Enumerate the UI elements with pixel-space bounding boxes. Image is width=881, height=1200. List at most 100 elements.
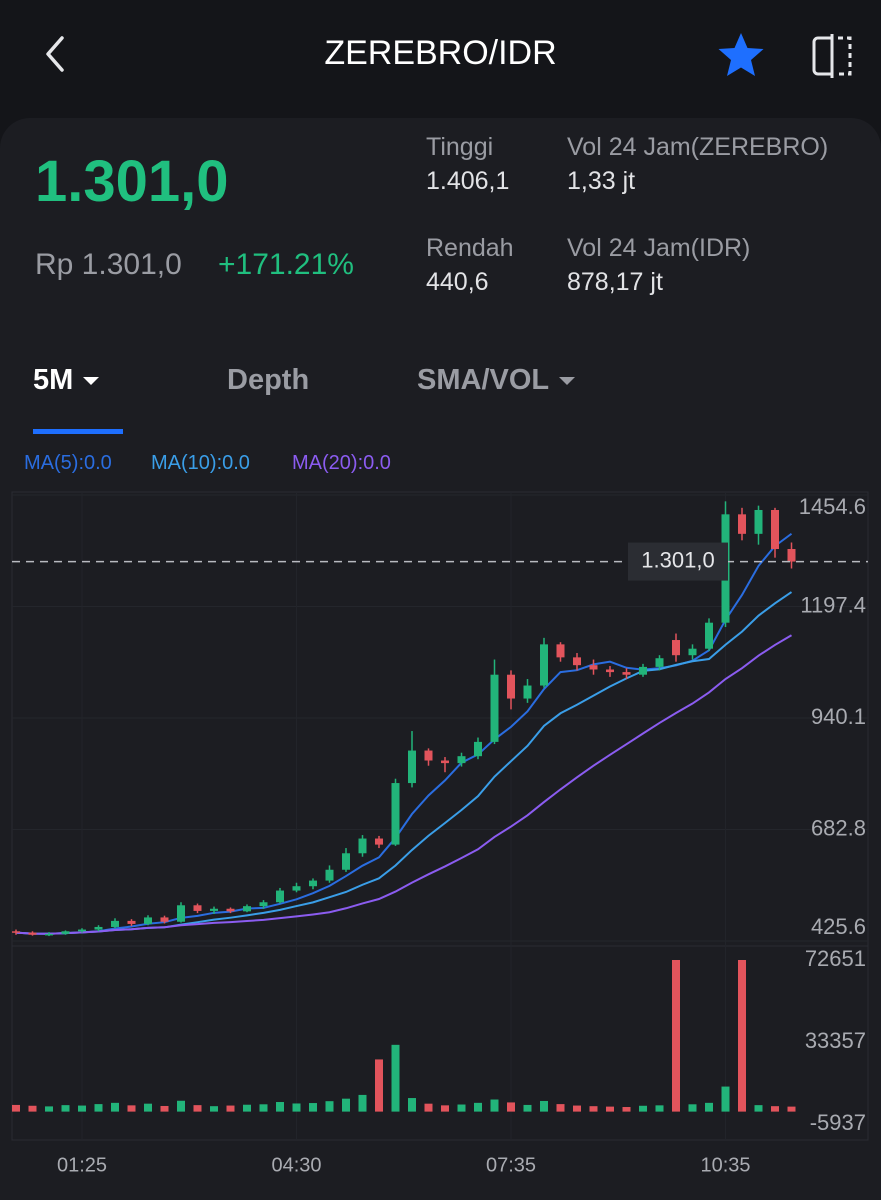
candle-body xyxy=(111,920,119,927)
ma-legend: MA(10):0.0 xyxy=(151,452,250,474)
candle-body xyxy=(556,644,565,658)
stat-value: 878,17 jt xyxy=(567,268,663,296)
tab-underline xyxy=(33,429,123,434)
volume-bar xyxy=(276,1102,284,1112)
stat-value: 1,33 jt xyxy=(567,167,636,195)
volume-bar xyxy=(754,1105,763,1112)
candle-body xyxy=(589,665,598,670)
volume-bar xyxy=(375,1059,383,1112)
stat-label: Vol 24 Jam(IDR) xyxy=(567,234,751,262)
candle-body xyxy=(441,760,449,764)
volume-bar xyxy=(408,1098,416,1112)
candle-body xyxy=(787,549,796,562)
volume-bar xyxy=(457,1104,466,1112)
candle-body xyxy=(78,929,86,932)
candle-body xyxy=(226,908,235,912)
candle-body xyxy=(672,640,680,656)
candle-body xyxy=(639,666,647,675)
candle-body xyxy=(210,908,218,911)
volume-tick-label: -5937 xyxy=(810,1110,866,1135)
x-tick-label: 01:25 xyxy=(57,1154,107,1176)
stat-value: 440,6 xyxy=(426,268,489,296)
candle-body xyxy=(45,933,53,936)
volume-bar xyxy=(705,1102,713,1112)
fiat-price: Rp 1.301,0 xyxy=(35,248,182,281)
y-tick-label: 1197.4 xyxy=(800,592,866,617)
volume-bar xyxy=(474,1102,482,1112)
last-price-label: 1.301,0 xyxy=(641,547,714,572)
tab-interval[interactable]: 5M xyxy=(33,364,100,397)
volume-bar xyxy=(61,1105,70,1112)
candle-body xyxy=(342,853,350,870)
volume-bar xyxy=(441,1105,449,1112)
volume-bar xyxy=(28,1105,37,1112)
tab-label: SMA/VOL xyxy=(417,364,550,396)
tab-indicator[interactable]: SMA/VOL xyxy=(417,364,576,397)
stat-value: 1.406,1 xyxy=(426,167,510,195)
candle-body xyxy=(457,756,466,764)
volume-bar xyxy=(127,1105,136,1112)
volume-bar xyxy=(391,1044,400,1112)
volume-bar xyxy=(523,1104,532,1112)
favorite-star[interactable] xyxy=(714,30,768,80)
volume-bar xyxy=(655,1105,664,1112)
volume-tick-label: 72651 xyxy=(805,946,866,971)
candle-body xyxy=(28,932,37,935)
tab-label: Depth xyxy=(227,364,310,396)
back-button[interactable] xyxy=(40,34,70,74)
volume-bar xyxy=(45,1106,53,1112)
panel xyxy=(0,118,881,1200)
volume-bar xyxy=(160,1105,169,1112)
volume-bar xyxy=(342,1098,350,1112)
volume-bar xyxy=(325,1101,334,1112)
candle-body xyxy=(622,672,631,675)
volume-bar xyxy=(507,1102,515,1112)
candle-body xyxy=(771,509,779,550)
volume-bar xyxy=(358,1094,367,1112)
volume-bar xyxy=(193,1105,202,1112)
candle-body xyxy=(754,509,763,534)
page-title: ZEREBRO/IDR xyxy=(324,34,557,72)
candle-body xyxy=(375,838,383,845)
candle-body xyxy=(292,886,301,891)
y-tick-label: 1454.6 xyxy=(799,494,866,519)
volume-bar xyxy=(787,1106,796,1112)
volume-bar xyxy=(94,1104,103,1112)
price-change: +171.21% xyxy=(218,248,354,281)
candle-body xyxy=(12,931,20,933)
volume-bar xyxy=(490,1099,499,1112)
candle-body xyxy=(160,917,169,922)
candle-body xyxy=(243,906,251,912)
volume-bar xyxy=(721,1086,730,1112)
candle-body xyxy=(94,926,103,930)
candle-body xyxy=(276,890,284,903)
candle-body xyxy=(688,648,697,656)
tab-depth[interactable]: Depth xyxy=(227,364,309,397)
candle-body xyxy=(474,741,482,757)
ma-line xyxy=(15,532,793,935)
volume-bar xyxy=(738,960,746,1112)
volume-tick-label: 33357 xyxy=(805,1028,866,1053)
volume-bar xyxy=(672,960,680,1112)
x-tick-label: 04:30 xyxy=(271,1154,321,1176)
volume-bar xyxy=(606,1106,614,1112)
layout-toggle[interactable] xyxy=(808,34,856,78)
volume-bar xyxy=(424,1103,433,1112)
volume-bar xyxy=(210,1106,218,1112)
candle-body xyxy=(705,622,713,649)
volume-bar xyxy=(589,1106,598,1112)
candle-body xyxy=(424,750,433,761)
candle-body xyxy=(309,880,317,887)
volume-bar xyxy=(177,1100,185,1112)
candle-body xyxy=(127,920,136,924)
candle-body xyxy=(490,674,499,742)
candle-body xyxy=(573,657,581,666)
candle-body xyxy=(61,931,70,934)
chart-frame xyxy=(11,491,869,1141)
candle-body xyxy=(259,902,268,907)
candle-body xyxy=(193,905,202,911)
volume-bar xyxy=(78,1105,86,1112)
volume-bar xyxy=(309,1103,317,1112)
volume-bar xyxy=(12,1104,20,1112)
